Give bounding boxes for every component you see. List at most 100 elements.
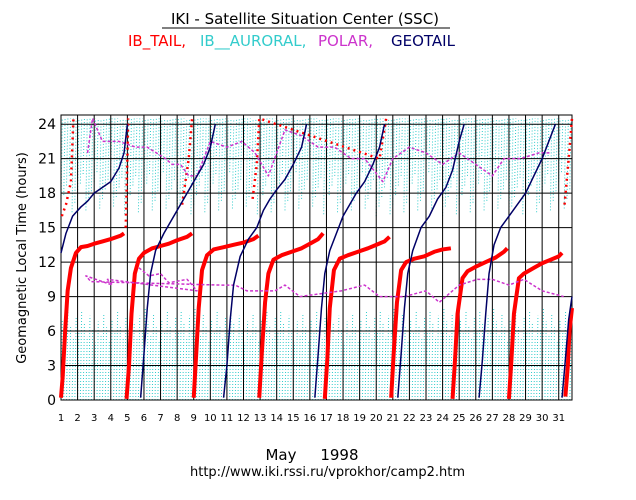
auroral-spike-high bbox=[151, 118, 155, 211]
auroral-spike-low bbox=[118, 325, 121, 401]
auroral-spike-low bbox=[71, 338, 74, 401]
auroral-spike-low bbox=[489, 329, 492, 401]
x-tick-label: 5 bbox=[124, 413, 130, 424]
auroral-spike-low bbox=[201, 313, 204, 401]
auroral-spike-low bbox=[386, 315, 390, 401]
auroral-spike-low bbox=[77, 331, 80, 401]
auroral-spike-low bbox=[74, 317, 77, 401]
auroral-spike-low bbox=[284, 336, 287, 401]
auroral-spike-low bbox=[303, 327, 307, 401]
auroral-spike-high bbox=[472, 118, 475, 203]
auroral-spike-high bbox=[400, 118, 403, 176]
plot-frame bbox=[60, 114, 573, 401]
auroral-spike-low bbox=[381, 323, 384, 401]
auroral-spike-low bbox=[265, 311, 268, 401]
y-axis-label: Geomagnetic Local Time (hours) bbox=[15, 152, 30, 364]
auroral-spike-high bbox=[71, 118, 74, 213]
auroral-spike-high bbox=[569, 118, 572, 190]
auroral-spike-low bbox=[428, 309, 431, 401]
auroral-spike-high bbox=[478, 118, 481, 184]
auroral-spike-high bbox=[334, 118, 337, 176]
auroral-spike-low bbox=[113, 332, 116, 401]
auroral-spike-low bbox=[538, 329, 542, 401]
auroral-spike-high bbox=[88, 118, 91, 201]
x-tick-label: 24 bbox=[436, 413, 449, 424]
x-tick-label: 19 bbox=[353, 413, 366, 424]
auroral-spike-low bbox=[276, 331, 279, 401]
auroral-spike-low bbox=[425, 331, 428, 401]
auroral-spike-high bbox=[372, 118, 376, 180]
auroral-spike-low bbox=[220, 338, 224, 401]
auroral-spike-low bbox=[469, 338, 473, 401]
auroral-spike-high bbox=[502, 118, 506, 190]
auroral-spike-low bbox=[298, 334, 301, 401]
auroral-spike-low bbox=[68, 325, 72, 401]
auroral-spike-high bbox=[162, 118, 166, 173]
auroral-spike-high bbox=[483, 118, 486, 211]
x-tick-label: 13 bbox=[254, 413, 267, 424]
auroral-spike-low bbox=[361, 332, 365, 401]
auroral-spike-low bbox=[173, 317, 177, 401]
series-line-polar bbox=[86, 117, 551, 183]
auroral-spike-low bbox=[229, 309, 232, 401]
x-tick-label: 11 bbox=[221, 413, 234, 424]
x-tick-label: 18 bbox=[337, 413, 350, 424]
auroral-spike-high bbox=[306, 118, 309, 180]
auroral-spike-low bbox=[486, 315, 489, 401]
auroral-spike-high bbox=[522, 118, 525, 215]
auroral-spike-high bbox=[107, 118, 110, 180]
auroral-spike-low bbox=[348, 334, 351, 401]
auroral-spike-low bbox=[436, 315, 439, 401]
auroral-spike-high bbox=[431, 118, 434, 209]
auroral-spike-low bbox=[350, 313, 354, 401]
auroral-spike-high bbox=[494, 118, 497, 173]
series-line-ib_tail bbox=[257, 232, 325, 398]
series-line-geotail bbox=[139, 124, 217, 398]
legend-polar: POLAR, bbox=[318, 32, 373, 50]
auroral-spike-low bbox=[190, 329, 193, 401]
auroral-spike-high bbox=[464, 118, 467, 186]
auroral-spike-low bbox=[79, 309, 83, 401]
auroral-spike-low bbox=[270, 338, 273, 401]
auroral-spike-high bbox=[262, 118, 265, 196]
auroral-spike-high bbox=[538, 118, 542, 203]
auroral-spike-high bbox=[66, 118, 69, 186]
auroral-spike-high bbox=[132, 118, 135, 186]
auroral-spike-high bbox=[204, 118, 207, 213]
auroral-spike-high bbox=[513, 118, 517, 197]
auroral-spike-low bbox=[500, 313, 503, 401]
auroral-spike-high bbox=[414, 118, 417, 175]
auroral-spike-high bbox=[165, 118, 168, 209]
auroral-spike-high bbox=[278, 118, 282, 184]
auroral-spike-low bbox=[461, 332, 464, 401]
auroral-spike-high bbox=[207, 118, 210, 203]
auroral-spike-high bbox=[386, 118, 390, 178]
auroral-spike-high bbox=[361, 118, 365, 173]
auroral-spike-low bbox=[179, 309, 182, 401]
auroral-spike-low bbox=[444, 321, 448, 401]
auroral-spike-low bbox=[182, 323, 185, 401]
auroral-spike-high bbox=[508, 118, 511, 217]
plot-area: 1 2 3 4 5 6 7 8 9 10 11 12 13 14 15 16 17 18 19 20 21 22 23 24 2… bbox=[38, 114, 574, 424]
x-tick-label: 21 bbox=[386, 413, 399, 424]
auroral-spike-low bbox=[234, 336, 238, 401]
auroral-spike-high bbox=[519, 118, 522, 178]
auroral-spike-high bbox=[251, 118, 254, 188]
auroral-spike-low bbox=[245, 321, 249, 401]
auroral-spike-low bbox=[455, 340, 459, 401]
auroral-spike-high bbox=[389, 118, 392, 215]
auroral-spike-low bbox=[204, 327, 207, 401]
auroral-spike-low bbox=[483, 336, 486, 401]
auroral-spike-low bbox=[231, 323, 235, 401]
auroral-spike-low bbox=[378, 309, 381, 401]
auroral-spike-high bbox=[447, 118, 450, 197]
auroral-spike-high bbox=[356, 118, 359, 192]
auroral-spike-high bbox=[353, 118, 356, 201]
auroral-spike-high bbox=[466, 118, 470, 176]
x-tick-label: 3 bbox=[91, 413, 97, 424]
x-axis-label: May 1998 bbox=[265, 446, 358, 464]
auroral-spike-low bbox=[339, 329, 343, 401]
y-tick-label: 6 bbox=[47, 324, 56, 340]
auroral-spike-low bbox=[422, 317, 426, 401]
